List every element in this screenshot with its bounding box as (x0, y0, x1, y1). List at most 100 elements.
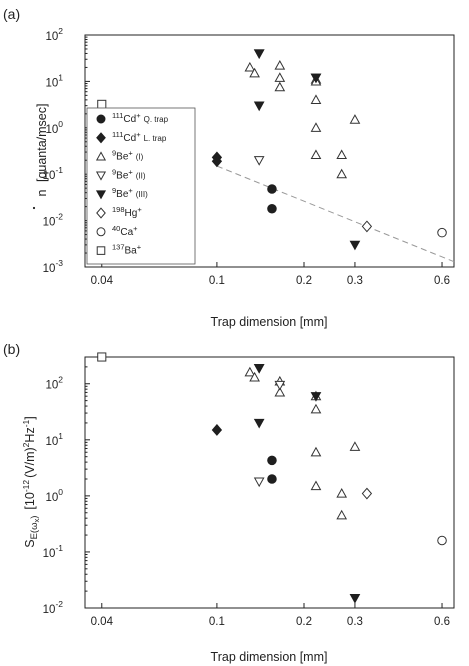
data-point-circle-open (437, 227, 447, 238)
y-tick-label: 102 (45, 26, 63, 43)
panel-b-points (97, 352, 447, 604)
data-point-triangle-up-open (336, 149, 348, 160)
panel-b-y-label-unit: [10 (23, 492, 37, 509)
legend-entry: 9Be+ (III) (112, 186, 148, 200)
data-point-triangle-down-open (274, 380, 286, 391)
panel-b-y-label-unit-rest: (V/m) (23, 447, 37, 478)
x-tick-label: 0.2 (296, 275, 312, 287)
data-point-triangle-down-filled (253, 49, 265, 59)
panel-b-x-ticks: 0.04 0.1 0.2 0.3 0.6 (91, 603, 450, 628)
x-tick-label: 0.6 (434, 616, 450, 628)
panel-b-y-label-unit-close: ] (23, 416, 37, 419)
y-tick-label: 10-3 (43, 258, 64, 275)
data-point-triangle-up-open (336, 488, 348, 498)
legend-marker-triangle-down-filled (95, 190, 107, 200)
data-point-triangle-up-open (249, 371, 260, 382)
data-point-triangle-down-filled (349, 240, 361, 251)
data-point-triangle-up-open (349, 441, 361, 451)
panel-a-label: (a) (3, 6, 20, 22)
panel-a-y-label-unit: [quanta/msec] (35, 104, 49, 183)
panel-b-y-label-subsub: x (32, 518, 41, 522)
legend-marker-square-open (96, 246, 106, 255)
panel-b-y-label-unit-hz: Hz (23, 427, 37, 442)
panel-b-frame (84, 356, 455, 609)
y-tick-label: 10-2 (43, 599, 64, 616)
legend-entry: 9Be+ (I) (112, 149, 144, 163)
data-point-triangle-up-open (274, 386, 286, 397)
y-tick-label: 101 (45, 431, 63, 448)
data-point-circle-filled (267, 203, 277, 214)
data-point-triangle-down-open (253, 477, 265, 488)
y-tick-label: 100 (45, 119, 63, 136)
data-point-diamond-filled (211, 155, 223, 168)
legend-entry: 40Ca+ (112, 224, 138, 238)
data-point-diamond-open (361, 220, 373, 233)
legend-marker-triangle-up-open (95, 151, 107, 161)
data-point-triangle-up-open (310, 149, 322, 160)
panel-b-x-label: Trap dimension [mm] (211, 650, 328, 664)
legend-marker-triangle-down-open (95, 171, 107, 181)
legend-entry: 111Cd+ L. trap (112, 130, 167, 144)
x-tick-label: 0.6 (434, 275, 450, 287)
legend-box (86, 107, 196, 265)
data-point-triangle-down-filled (253, 364, 265, 374)
panel-b-y-label-unit-exp2: 2 (21, 442, 31, 447)
data-point-triangle-down-filled (349, 594, 361, 604)
x-tick-label: 0.3 (347, 616, 363, 628)
panel-b-y-label-close: ) (29, 516, 40, 519)
panel-a: (a) 0.04 0.1 0.2 0.3 0.6 10-310-210-11001011… (3, 6, 455, 329)
data-point-triangle-up-open (310, 94, 322, 104)
panel-a-y-label: n [quanta/msec] (32, 104, 49, 210)
data-point-triangle-up-open (310, 122, 322, 132)
panel-b-y-label-unit-exp: -12 (21, 480, 31, 493)
panel-b: (b) 0.04 0.1 0.2 0.3 0.6 10-2 10-1 100 101 102 T… (3, 341, 455, 664)
x-tick-label: 0.1 (209, 275, 225, 287)
data-point-triangle-up-open (274, 59, 286, 70)
legend-entry: 137Ba+ (112, 243, 142, 257)
y-tick-label: 10-1 (43, 543, 64, 560)
legend-entry: 198Hg+ (112, 205, 142, 219)
panel-b-label: (b) (3, 341, 20, 357)
data-point-circle-open (437, 535, 447, 546)
x-tick-label: 0.3 (347, 275, 363, 287)
legend-marker-diamond-open (96, 207, 106, 219)
svg-text:SE(ωx)[10-12(V/m)2Hz-1]: SE(ωx) [10-12 (V/m)2Hz-1] (21, 416, 41, 548)
legend-marker-circle-filled (96, 114, 106, 124)
data-point-triangle-up-open (249, 67, 260, 78)
y-tick-label: 102 (45, 375, 63, 392)
panel-b-y-label-unit-exp3: -1 (21, 419, 31, 427)
legend-entry: 111Cd+ Q. trap (112, 111, 169, 125)
x-tick-label: 0.04 (91, 275, 114, 287)
data-point-triangle-up-open (349, 114, 361, 124)
data-point-triangle-down-filled (310, 392, 322, 402)
data-point-triangle-up-open (274, 72, 286, 82)
legend-marker-diamond-filled (96, 132, 106, 144)
data-point-square-open (97, 352, 107, 362)
panel-a-y-ticks: 10-3 10-2 10-1 100 101 102 (43, 26, 90, 275)
panel-a-x-label: Trap dimension [mm] (211, 315, 328, 329)
legend-entry: 9Be+ (II) (112, 167, 146, 181)
data-point-triangle-down-filled (310, 73, 322, 84)
data-point-triangle-up-open (274, 81, 286, 92)
panel-a-x-ticks: 0.04 0.1 0.2 0.3 0.6 (91, 262, 450, 287)
data-point-triangle-up-open (336, 509, 348, 520)
panel-a-frame (84, 34, 455, 268)
data-point-triangle-up-open (310, 403, 322, 414)
y-tick-label: 101 (45, 72, 63, 89)
data-point-triangle-down-open (253, 156, 265, 166)
x-tick-label: 0.2 (296, 616, 312, 628)
data-point-circle-filled (267, 184, 277, 194)
data-point-triangle-down-filled (253, 101, 265, 112)
data-point-triangle-up-open (336, 168, 348, 179)
panel-b-y-label: SE(ωx) [10-12 (V/m)2Hz-1] (21, 416, 41, 548)
panel-a-fit-line (216, 165, 455, 263)
panel-b-y-label-s: S (23, 539, 37, 547)
data-point-triangle-down-filled (253, 418, 265, 429)
svg-text:n [quanta/msec]: n [quanta/msec] (35, 104, 49, 197)
x-tick-label: 0.04 (91, 616, 114, 628)
y-tick-label: 10-1 (43, 165, 64, 182)
data-point-triangle-up-open (310, 446, 322, 457)
panel-b-y-ticks: 10-2 10-1 100 101 102 (43, 356, 90, 616)
data-point-circle-filled (267, 474, 277, 484)
